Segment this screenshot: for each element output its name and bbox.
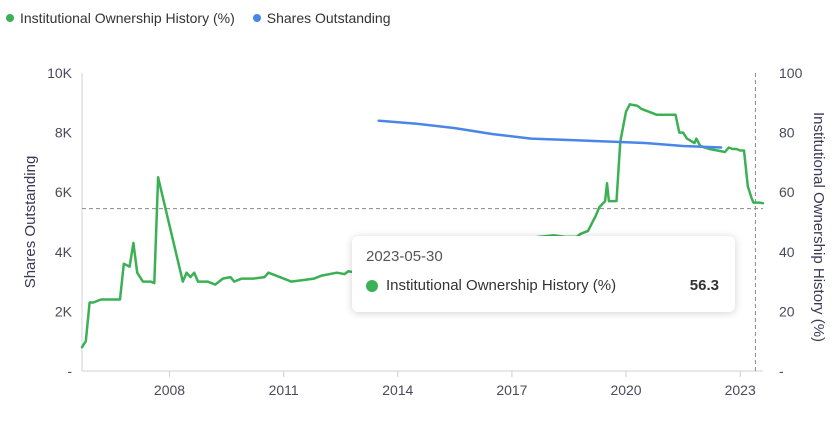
legend-dot-ownership xyxy=(6,14,14,22)
x-tick-label: 2023 xyxy=(725,382,756,398)
right-tick-label: 100 xyxy=(779,65,803,81)
legend-label-shares: Shares Outstanding xyxy=(266,10,391,26)
left-axis-title: Shares Outstanding xyxy=(22,156,39,289)
legend-item-ownership[interactable]: Institutional Ownership History (%) xyxy=(6,10,235,26)
legend-item-shares[interactable]: Shares Outstanding xyxy=(252,10,391,26)
left-tick-label: 4K xyxy=(55,244,73,260)
tooltip: 2023-05-30 Institutional Ownership Histo… xyxy=(352,236,735,312)
left-tick-label: 6K xyxy=(55,184,73,200)
right-tick-label: 20 xyxy=(779,303,795,319)
legend-dot-shares xyxy=(252,14,261,22)
left-tick-label: 8K xyxy=(55,125,73,141)
series-line-shares xyxy=(377,119,723,149)
x-tick-label: 2008 xyxy=(154,382,185,398)
x-tick-label: 2014 xyxy=(382,382,413,398)
legend-label-ownership: Institutional Ownership History (%) xyxy=(20,10,235,26)
tooltip-series: Institutional Ownership History (%) xyxy=(386,277,617,294)
x-tick-label: 2011 xyxy=(269,382,299,398)
left-tick-label: 10K xyxy=(47,65,73,81)
x-tick-label: 2017 xyxy=(496,382,527,398)
tooltip-dot xyxy=(366,279,378,292)
tooltip-date: 2023-05-30 xyxy=(366,248,443,265)
right-tick-label: 60 xyxy=(779,184,795,200)
x-tick-label: 2020 xyxy=(610,382,641,398)
right-tick-label: 40 xyxy=(779,244,795,260)
right-axis-title: Institutional Ownership History (%) xyxy=(810,112,827,342)
legend: Institutional Ownership History (%) Shar… xyxy=(6,10,409,26)
tooltip-value: 56.3 xyxy=(689,277,719,294)
right-tick-label: 80 xyxy=(779,125,795,141)
tooltip-row: Institutional Ownership History (%) 56.3 xyxy=(366,277,721,294)
left-tick-label: 2K xyxy=(55,303,73,319)
right-tick-label: - xyxy=(779,363,784,379)
left-tick-label: - xyxy=(67,363,72,379)
